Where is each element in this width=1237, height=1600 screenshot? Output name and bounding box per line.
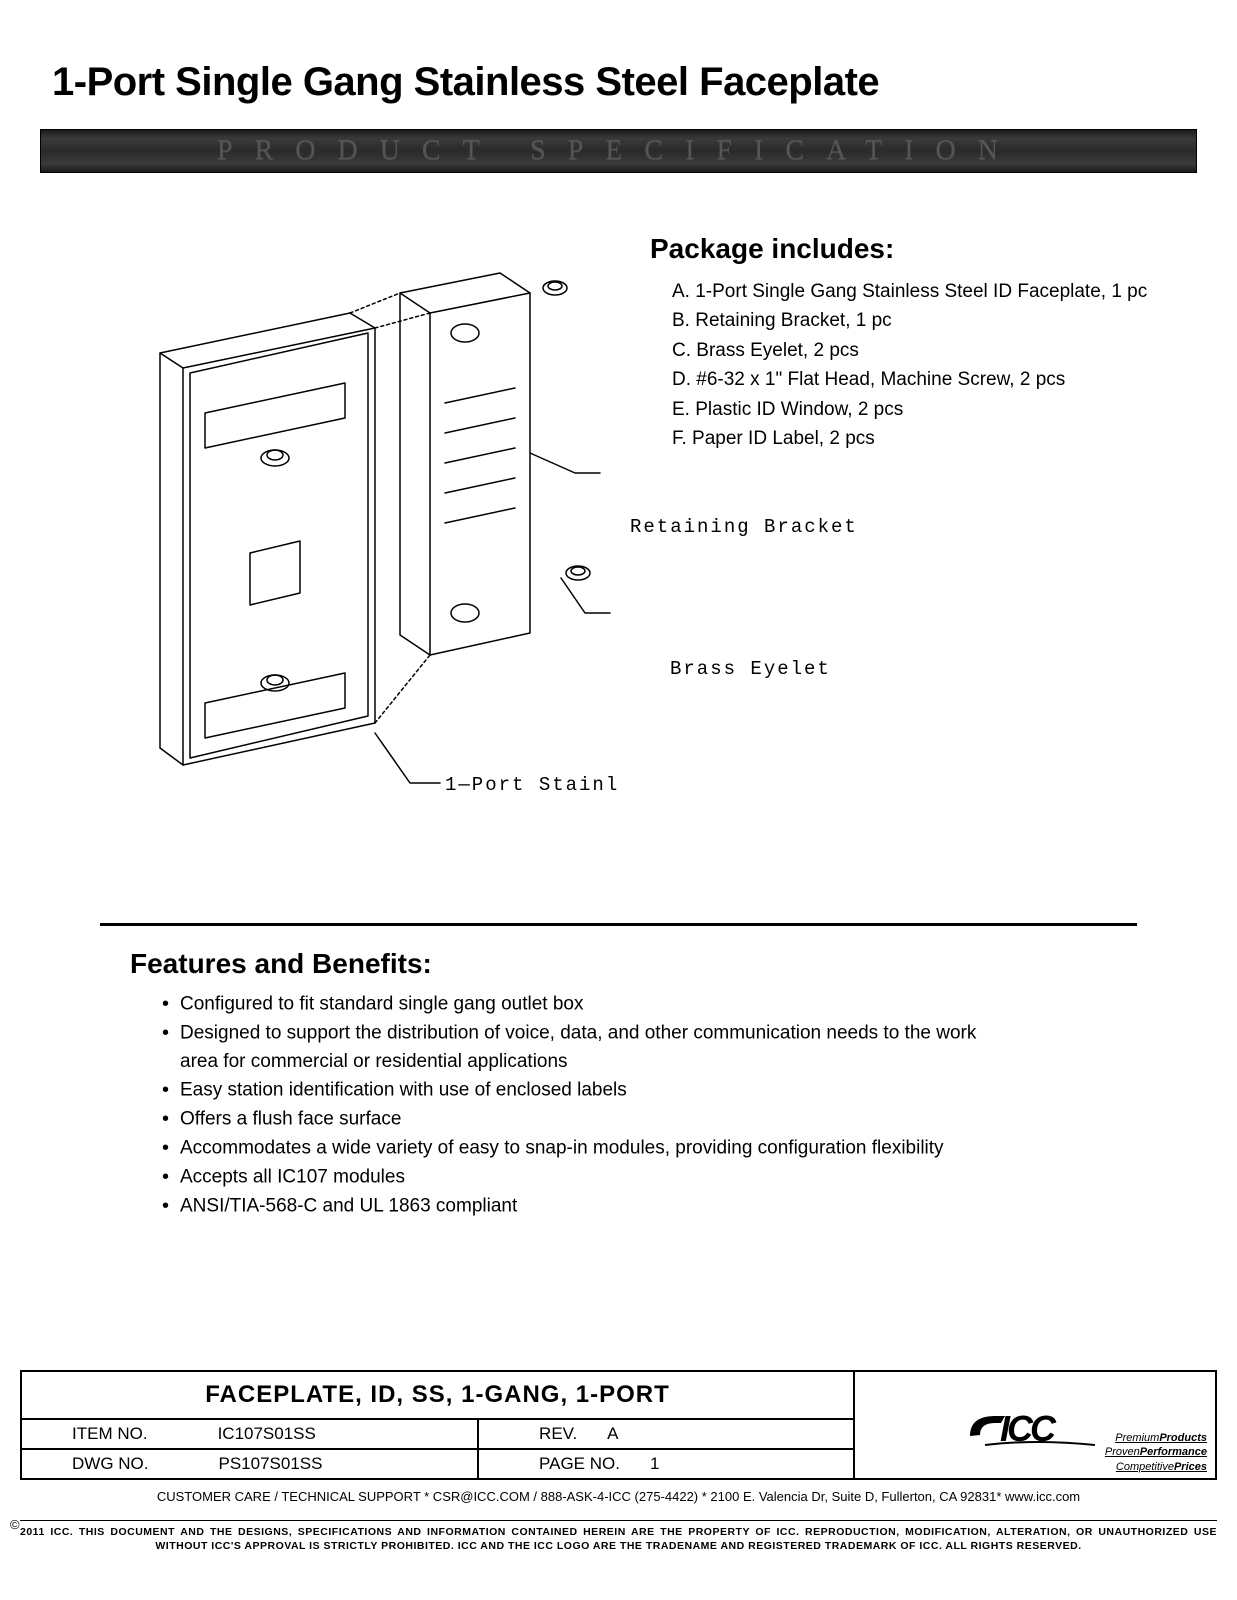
feature-item: Offers a flush face surface [180,1105,1197,1134]
callout-brass-eyelet: Brass Eyelet [630,658,1197,680]
pkg-item: C. Brass Eyelet, 2 pcs [672,336,1197,365]
feature-item: Easy station identification with use of … [180,1076,1197,1105]
rev-value: A [607,1424,618,1444]
dwg-no-value: PS107S01SS [219,1454,323,1474]
footer-support: CUSTOMER CARE / TECHNICAL SUPPORT * CSR@… [0,1489,1237,1504]
package-heading: Package includes: [650,233,1197,265]
page-no-label: PAGE NO. [539,1454,620,1474]
item-no-label: ITEM NO. [72,1424,148,1444]
pkg-item: E. Plastic ID Window, 2 pcs [672,395,1197,424]
callout-retaining-bracket: Retaining Bracket [630,516,1197,538]
icc-logo-icon: ICC [965,1401,1105,1449]
tagline-1: PremiumProducts [1105,1431,1207,1445]
pkg-item: D. #6-32 x 1" Flat Head, Machine Screw, … [672,365,1197,394]
page-no-value: 1 [650,1454,659,1474]
footer-legal: 2011 ICC. THIS DOCUMENT AND THE DESIGNS,… [20,1520,1217,1554]
title-block: FACEPLATE, ID, SS, 1-GANG, 1-PORT ITEM N… [20,1370,1217,1480]
callout-faceplate: 1—Port Stainless Steel Faceplate [445,774,620,796]
item-no-value: IC107S01SS [218,1424,316,1444]
dwg-no-label: DWG NO. [72,1454,149,1474]
exploded-diagram: 1—Port Stainless Steel Faceplate [100,233,620,893]
features-list: Configured to fit standard single gang o… [40,990,1197,1221]
package-list: A. 1-Port Single Gang Stainless Steel ID… [650,277,1197,454]
pkg-item: F. Paper ID Label, 2 pcs [672,424,1197,453]
tagline-3: CompetitivePrices [1105,1460,1207,1474]
section-rule [100,923,1137,926]
feature-item: Accepts all IC107 modules [180,1163,1197,1192]
feature-item: Designed to support the distribution of … [180,1019,1000,1076]
feature-item: Accommodates a wide variety of easy to s… [180,1134,1197,1163]
feature-item: Configured to fit standard single gang o… [180,990,1197,1019]
pkg-item: B. Retaining Bracket, 1 pc [672,306,1197,335]
features-heading: Features and Benefits: [40,948,1197,980]
copyright-icon: © [10,1517,20,1532]
spec-bar: PRODUCT SPECIFICATION [40,129,1197,173]
feature-item: ANSI/TIA-568-C and UL 1863 compliant [180,1192,1197,1221]
spec-bar-text: PRODUCT SPECIFICATION [217,135,1020,167]
page-title: 1-Port Single Gang Stainless Steel Facep… [40,60,1197,105]
tagline-2: ProvenPerformance [1105,1445,1207,1459]
rev-label: REV. [539,1424,577,1444]
pkg-item: A. 1-Port Single Gang Stainless Steel ID… [672,277,1197,306]
titleblock-heading: FACEPLATE, ID, SS, 1-GANG, 1-PORT [22,1372,853,1420]
